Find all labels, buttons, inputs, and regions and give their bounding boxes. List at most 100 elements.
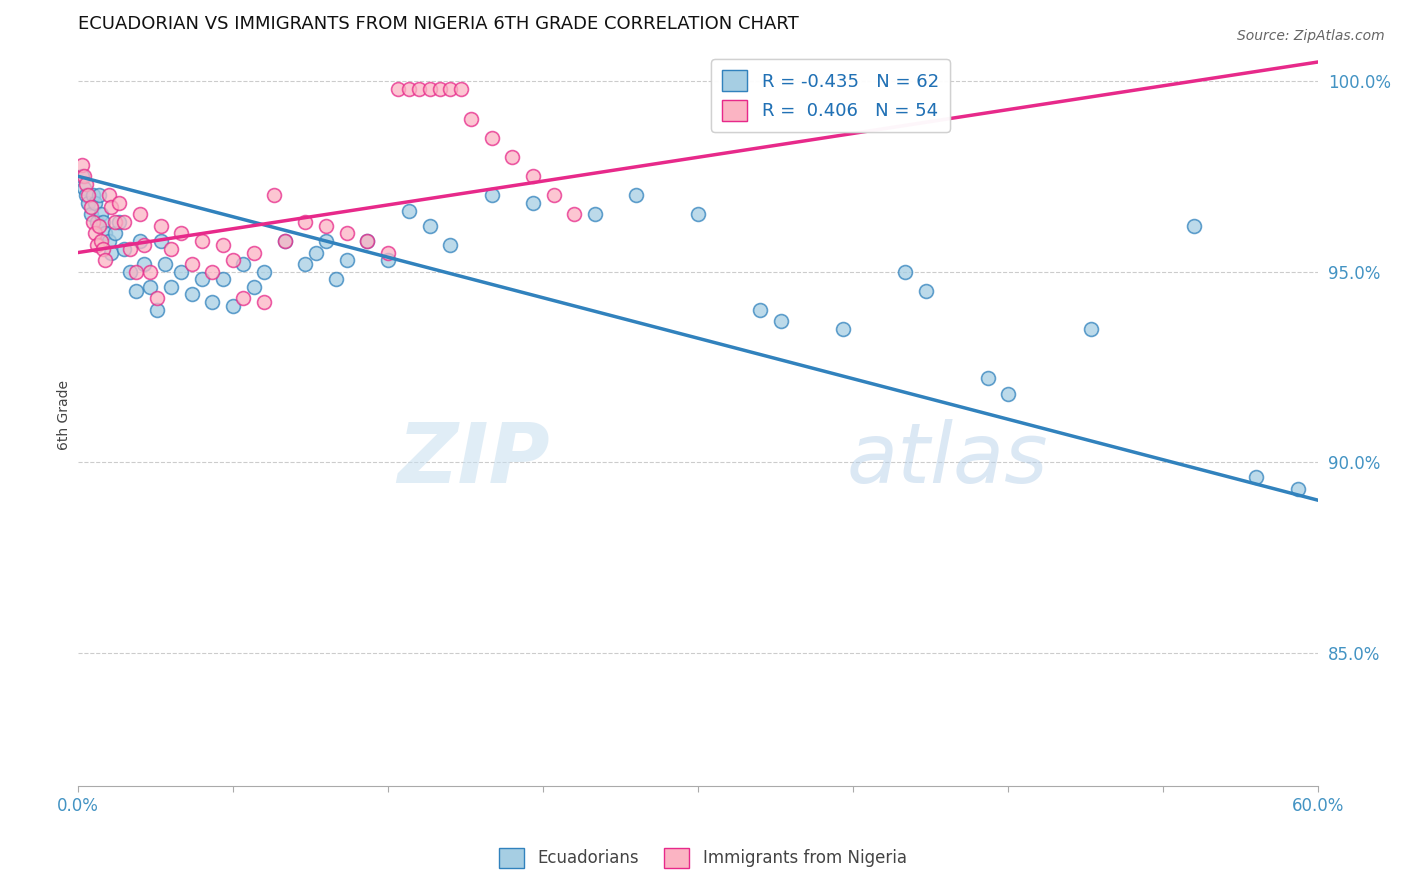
Point <box>160 242 183 256</box>
Point <box>263 188 285 202</box>
Point <box>139 280 162 294</box>
Point <box>134 238 156 252</box>
Point <box>87 219 110 233</box>
Point <box>79 207 101 221</box>
Point <box>82 215 104 229</box>
Point <box>356 234 378 248</box>
Point <box>83 227 105 241</box>
Point <box>104 227 127 241</box>
Text: atlas: atlas <box>846 418 1049 500</box>
Point <box>450 81 472 95</box>
Point <box>129 207 152 221</box>
Point <box>222 253 245 268</box>
Point <box>94 253 117 268</box>
Point <box>624 188 647 202</box>
Point <box>145 302 167 317</box>
Point <box>562 207 585 221</box>
Point <box>75 188 97 202</box>
Text: Source: ZipAtlas.com: Source: ZipAtlas.com <box>1237 29 1385 43</box>
Point <box>460 112 482 127</box>
Point <box>129 234 152 248</box>
Point <box>243 280 266 294</box>
Point <box>418 81 440 95</box>
Point <box>253 264 276 278</box>
Point <box>153 257 176 271</box>
Point <box>98 188 121 202</box>
Point <box>201 264 224 278</box>
Point <box>79 200 101 214</box>
Point <box>145 291 167 305</box>
Point <box>86 238 108 252</box>
Point <box>125 284 148 298</box>
Text: ZIP: ZIP <box>396 418 550 500</box>
Point <box>1286 482 1309 496</box>
Point <box>1080 322 1102 336</box>
Point <box>1182 219 1205 233</box>
Point <box>398 203 420 218</box>
Point <box>211 272 233 286</box>
Point <box>253 295 276 310</box>
Point <box>501 150 523 164</box>
Point <box>108 196 131 211</box>
Point <box>180 257 202 271</box>
Text: ECUADORIAN VS IMMIGRANTS FROM NIGERIA 6TH GRADE CORRELATION CHART: ECUADORIAN VS IMMIGRANTS FROM NIGERIA 6T… <box>79 15 799 33</box>
Point <box>91 215 114 229</box>
Point <box>83 196 105 211</box>
Point <box>82 188 104 202</box>
Point <box>398 81 420 95</box>
Point <box>73 180 96 194</box>
Point <box>1246 470 1268 484</box>
Point <box>976 371 998 385</box>
Point <box>86 215 108 229</box>
Point <box>90 234 112 248</box>
Point <box>134 257 156 271</box>
Point <box>160 280 183 294</box>
Point <box>274 234 297 248</box>
Point <box>201 295 224 310</box>
Point <box>688 207 710 221</box>
Point <box>429 81 451 95</box>
Point <box>418 219 440 233</box>
Point <box>100 245 122 260</box>
Point <box>749 302 772 317</box>
Point <box>118 242 141 256</box>
Point <box>894 264 917 278</box>
Point <box>522 196 544 211</box>
Point <box>94 227 117 241</box>
Point <box>305 245 328 260</box>
Point <box>356 234 378 248</box>
Point <box>274 234 297 248</box>
Point <box>481 131 503 145</box>
Point <box>149 219 172 233</box>
Point <box>439 81 461 95</box>
Point <box>522 169 544 184</box>
Point <box>222 299 245 313</box>
Point <box>377 253 399 268</box>
Point <box>232 257 254 271</box>
Point <box>118 264 141 278</box>
Point <box>543 188 565 202</box>
Point <box>377 245 399 260</box>
Point <box>243 245 266 260</box>
Point <box>112 242 135 256</box>
Point <box>104 215 127 229</box>
Point <box>914 284 936 298</box>
Point <box>149 234 172 248</box>
Point <box>769 314 792 328</box>
Point <box>294 215 316 229</box>
Point <box>170 264 193 278</box>
Point <box>191 234 214 248</box>
Point <box>139 264 162 278</box>
Point <box>77 196 100 211</box>
Point <box>336 253 359 268</box>
Point <box>75 177 97 191</box>
Point <box>125 264 148 278</box>
Point <box>73 169 96 184</box>
Point <box>191 272 214 286</box>
Point <box>439 238 461 252</box>
Point <box>315 234 337 248</box>
Point <box>408 81 430 95</box>
Point <box>72 169 94 184</box>
Point <box>997 386 1019 401</box>
Point <box>294 257 316 271</box>
